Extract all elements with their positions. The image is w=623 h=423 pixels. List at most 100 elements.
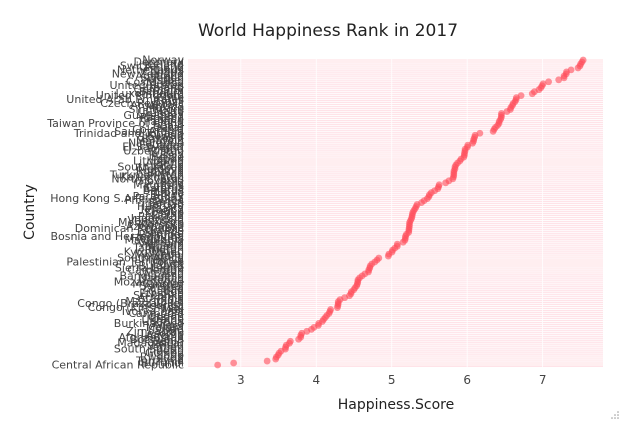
y-tick-label: Cameroon [127,263,184,276]
y-tick-label: Tajikistan [132,242,184,255]
x-axis-title: Happiness.Score [338,397,455,413]
y-tick-label: Greece [145,224,184,237]
y-tick-label: Mali [162,303,184,316]
y-tick-label: Mauritius [133,178,184,191]
y-tick-label: South Korea [117,160,184,173]
y-axis-labels: NorwayDenmarkIcelandSwitzerlandFinlandNe… [46,54,184,372]
y-tick-label: South Sudan [114,343,184,356]
y-tick-label: Libya [155,186,184,199]
y-tick-label: Hong Kong S.A.R., China [50,192,184,205]
y-tick-label: Madagascar [117,337,184,350]
y-tick-label: Niger [154,319,184,332]
y-tick-label: Kenya [150,273,184,286]
y-tick-label: Rwanda [140,351,184,364]
y-tick-label: Australia [135,69,184,82]
y-tick-label: Paraguay [133,190,185,203]
data-points [214,56,587,369]
x-axis-ticks: 3 4 5 6 7 [237,373,546,387]
y-tick-label: Vietnam [138,238,184,251]
y-tick-label: Somalia [140,236,184,249]
y-tick-label: Bulgaria [138,259,184,272]
y-tick-label: Sweden [141,71,184,84]
grid-lines [188,59,603,367]
y-tick-label: Uruguay [137,107,184,120]
y-tick-label: Burundi [141,357,184,370]
y-tick-label: Russia [149,149,184,162]
y-tick-label: Zimbabwe [126,325,184,338]
y-tick-label: Botswana [130,333,184,346]
y-tick-label: Italy [160,147,184,160]
y-tick-label: Denmark [133,55,184,68]
y-tick-label: Syria [156,353,184,366]
y-tick-label: Ivory Coast [122,305,185,318]
y-tick-label: Bangladesh [120,269,185,282]
y-tick-label: Malawi [146,321,184,334]
y-tick-label: Algeria [145,156,184,169]
y-tick-label: Qatar [153,121,184,134]
y-tick-label: France [147,113,184,126]
y-tick-label: Netherlands [117,63,184,76]
y-tick-label: Kosovo [145,206,184,219]
data-point [560,74,568,82]
y-tick-label: New Zealand [112,67,184,80]
data-point [295,335,303,343]
y-tick-label: Nepal [152,248,184,261]
y-tick-label: Macedonia [124,234,184,247]
y-tick-label: Armenia [138,291,184,304]
y-tick-label: Benin [153,335,184,348]
y-tick-label: China [153,208,184,221]
y-tick-label: Latvia [151,158,185,171]
data-point [230,359,238,367]
y-tick-label: Jamaica [140,202,184,215]
data-point [442,179,450,187]
resize-grip-icon[interactable] [611,411,619,419]
y-tick-label: Ethiopia [139,287,184,300]
y-tick-label: Guatemala [123,109,184,122]
y-tick-label: Uganda [142,315,184,328]
y-tick-label: Luxembourg [115,87,184,100]
y-tick-label: Morocco [138,218,184,231]
data-point [489,127,497,135]
y-tick-label: Taiwan Province of China [46,117,184,130]
y-tick-label: Chile [156,91,184,104]
y-tick-label: Japan [152,153,184,166]
y-tick-label: Pakistan [138,210,184,223]
data-point [555,76,563,84]
y-tick-label: Dominican Republic [75,222,184,235]
y-tick-label: Palestinian Territories [66,256,184,269]
y-tick-label: Afghanistan [119,331,185,344]
y-tick-label: Congo (Kinshasa) [88,301,184,314]
chart-title: World Happiness Rank in 2017 [198,21,458,41]
y-tick-label: Switzerland [120,59,184,72]
y-tick-label: Malta [154,105,184,118]
y-tick-label: Mexico [146,101,185,114]
y-tick-label: Kazakhstan [121,170,184,183]
y-tick-label: Ecuador [139,139,184,152]
y-tick-label: Colombia [132,123,184,136]
y-tick-label: Nigeria [145,240,184,253]
y-tick-label: Moldova [138,162,184,175]
y-tick-label: Lithuania [133,155,184,168]
y-tick-label: Togo [158,349,185,362]
y-tick-label: Burkina Faso [114,317,184,330]
data-point [214,361,222,369]
y-tick-label: Croatia [144,204,184,217]
y-tick-label: Yemen [147,341,185,354]
y-tick-label: Iceland [144,57,184,70]
y-tick-label: United States [110,79,185,92]
y-tick-label: Bahrain [141,133,184,146]
y-tick-label: Portugal [138,228,184,241]
data-point [384,252,392,260]
y-tick-label: Iraq [163,283,185,296]
y-tick-label: Tunisia [145,254,184,267]
y-tick-label: Bhutan [144,244,184,257]
y-tick-label: Finland [145,61,184,74]
y-tick-label: Malaysia [136,135,184,148]
y-tick-label: Bolivia [147,166,184,179]
data-point [399,238,407,246]
y-tick-label: North Cyprus [111,172,184,185]
y-tick-label: Angola [146,329,184,342]
data-point [334,304,341,311]
y-tick-label: Czech Republic [100,97,184,110]
y-tick-label: Singapore [129,103,185,116]
